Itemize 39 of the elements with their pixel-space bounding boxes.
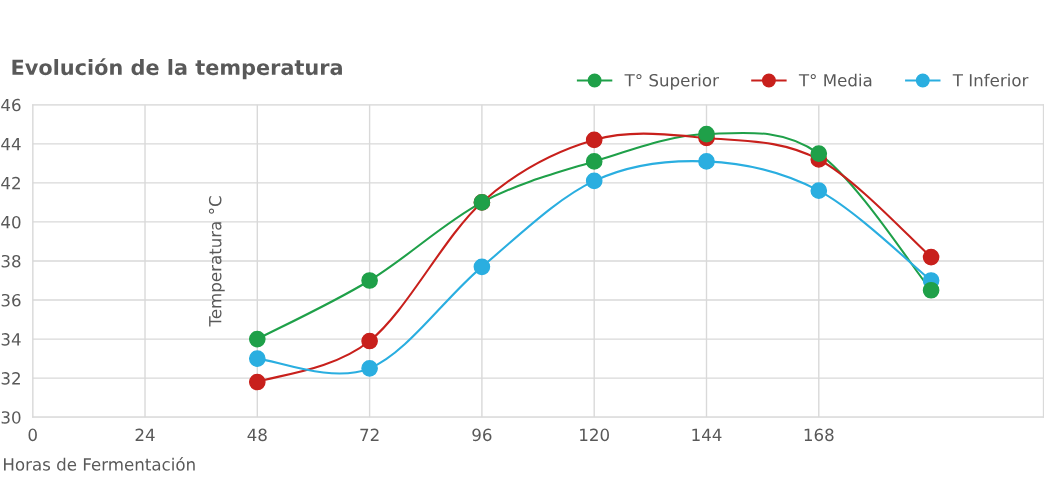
x-tick-label: 96: [472, 428, 492, 442]
x-tick-label: 168: [804, 428, 834, 442]
point: [585, 172, 603, 190]
y-tick-label: 44: [1, 138, 21, 151]
point: [248, 330, 266, 348]
x-tick-label: 144: [692, 428, 722, 441]
y-tick-label: 42: [1, 176, 20, 190]
y-tick-label: 36: [1, 293, 21, 307]
point: [248, 350, 266, 367]
point: [473, 258, 491, 276]
chart-title: Evolución de la temperatura: [12, 58, 342, 80]
y-tick-label: 46: [1, 98, 21, 112]
point: [922, 248, 940, 266]
legend-label: T Inferior: [952, 73, 1029, 87]
point: [810, 182, 828, 200]
x-axis-title: Horas de Fermentación: [4, 457, 195, 471]
point: [698, 153, 715, 170]
x-tick-label: 120: [580, 428, 609, 442]
y-tick-label: 30: [1, 411, 21, 424]
point: [361, 360, 378, 377]
point: [698, 125, 715, 143]
point: [585, 131, 603, 149]
x-tick-label: 72: [360, 428, 379, 441]
point: [361, 332, 378, 350]
x-tick-label: 24: [135, 428, 155, 441]
x-tick-label: 0: [28, 428, 37, 442]
point: [248, 373, 266, 391]
legend-label: T° Media: [798, 73, 872, 87]
point: [585, 153, 603, 170]
point: [922, 281, 940, 299]
legend-label: T° Superior: [624, 73, 719, 90]
y-tick-label: 34: [1, 333, 21, 346]
y-tick-label: 32: [1, 372, 20, 385]
point: [361, 272, 378, 289]
y-tick-label: 38: [1, 254, 21, 268]
x-tick-label: 48: [247, 428, 267, 442]
point: [810, 145, 828, 162]
y-axis-title: Temperatura °C: [208, 196, 225, 327]
y-tick-label: 40: [1, 215, 21, 229]
